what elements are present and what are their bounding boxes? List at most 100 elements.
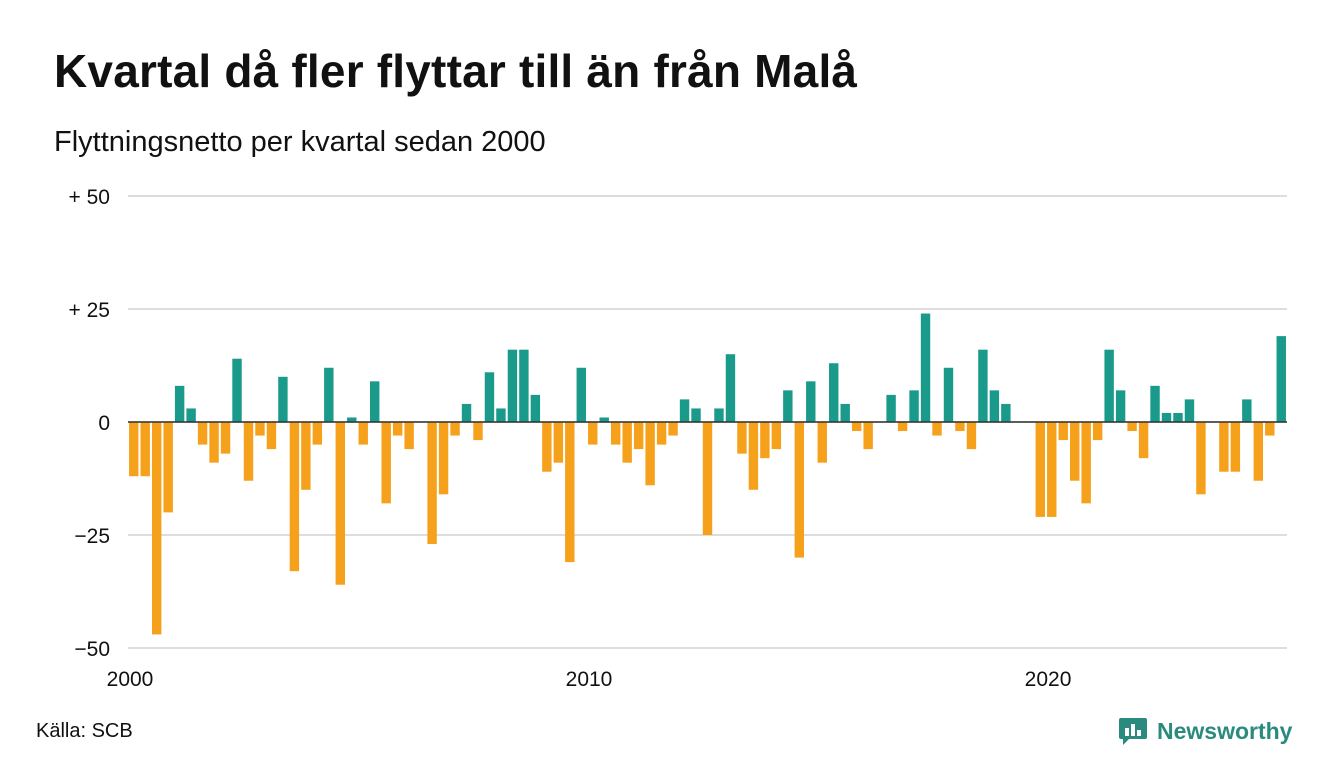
bar-chart-speech-bubble-icon <box>1119 718 1147 745</box>
bar <box>794 422 805 558</box>
bar <box>151 422 162 635</box>
bar <box>760 422 770 459</box>
bar <box>1127 422 1137 432</box>
bar <box>691 408 701 422</box>
bar <box>530 394 541 422</box>
bar <box>978 349 988 422</box>
bar <box>943 367 954 422</box>
bar <box>1035 422 1045 517</box>
bar <box>829 363 839 422</box>
y-tick-label: + 25 <box>69 299 110 322</box>
bar <box>243 422 254 481</box>
bar <box>1138 422 1149 459</box>
x-tick-label: 2000 <box>107 668 154 691</box>
bar <box>496 408 506 422</box>
y-tick-label: + 50 <box>69 186 110 209</box>
bar <box>771 422 782 450</box>
bar <box>633 422 644 450</box>
bar <box>610 422 621 445</box>
bar <box>737 422 747 454</box>
bar <box>129 422 139 477</box>
y-tick-label: −25 <box>74 525 110 548</box>
bar <box>289 422 300 572</box>
brand-logo: Newsworthy <box>1118 714 1292 748</box>
bar <box>966 422 977 450</box>
bar <box>1001 403 1011 422</box>
bar <box>186 408 196 422</box>
bar <box>1058 422 1068 441</box>
bar <box>886 394 896 422</box>
bar <box>702 422 713 535</box>
bar <box>438 422 449 495</box>
bar <box>392 422 403 436</box>
bar <box>461 403 472 422</box>
bar <box>714 408 724 422</box>
bar <box>1253 422 1264 481</box>
bar <box>347 417 357 422</box>
bar <box>806 381 816 422</box>
y-tick-label: −50 <box>74 638 110 661</box>
bar <box>232 358 242 422</box>
bar <box>1276 336 1286 422</box>
bar <box>897 422 908 432</box>
bar <box>1104 349 1114 422</box>
bar-chart: + 50 + 25 0 −25 −50 2000 2010 2020 <box>69 186 1287 691</box>
bar <box>266 422 277 450</box>
bar <box>909 390 919 422</box>
bar <box>519 349 529 422</box>
chart-subtitle: Flyttningsnetto per kvartal sedan 2000 <box>54 126 546 158</box>
bar <box>381 422 391 504</box>
bar <box>312 422 323 445</box>
bar <box>450 422 460 436</box>
bar <box>174 385 185 422</box>
bar <box>163 422 173 513</box>
bar <box>725 354 736 422</box>
brand-name: Newsworthy <box>1157 717 1293 744</box>
bar <box>565 422 575 563</box>
bar <box>817 422 827 463</box>
bar <box>955 422 965 432</box>
bar <box>1070 422 1080 481</box>
bar <box>507 349 518 422</box>
bar <box>324 367 334 422</box>
bar <box>1242 399 1252 422</box>
bar <box>1173 412 1183 422</box>
bar <box>656 422 667 445</box>
bar <box>668 422 678 436</box>
bar <box>863 422 873 450</box>
bar <box>840 403 850 422</box>
bar <box>783 390 793 422</box>
bar <box>1150 385 1160 422</box>
bar <box>278 376 288 422</box>
bar <box>1219 422 1229 472</box>
x-tick-label: 2020 <box>1025 668 1072 691</box>
bar <box>679 399 690 422</box>
chart-title: Kvartal då fler flyttar till än från Mal… <box>54 45 858 97</box>
bar <box>576 367 586 422</box>
bar <box>932 422 942 436</box>
bar <box>301 422 311 490</box>
bar <box>140 422 150 477</box>
bar <box>920 313 931 422</box>
bar <box>220 422 231 454</box>
bar <box>197 422 208 445</box>
bar <box>1230 422 1241 472</box>
bar <box>1184 399 1195 422</box>
bar <box>851 422 862 432</box>
bar <box>370 381 380 422</box>
bar <box>1265 422 1275 436</box>
bar <box>255 422 265 436</box>
bar <box>404 422 414 450</box>
bar <box>1161 412 1172 422</box>
bar <box>1115 390 1126 422</box>
bar <box>645 422 655 486</box>
bar <box>553 422 564 463</box>
bar <box>588 422 598 445</box>
bar <box>484 372 495 422</box>
bar <box>1081 422 1091 504</box>
bar <box>1047 422 1057 517</box>
bar <box>358 422 368 445</box>
bar <box>542 422 552 472</box>
bar <box>209 422 219 463</box>
bar <box>748 422 759 490</box>
